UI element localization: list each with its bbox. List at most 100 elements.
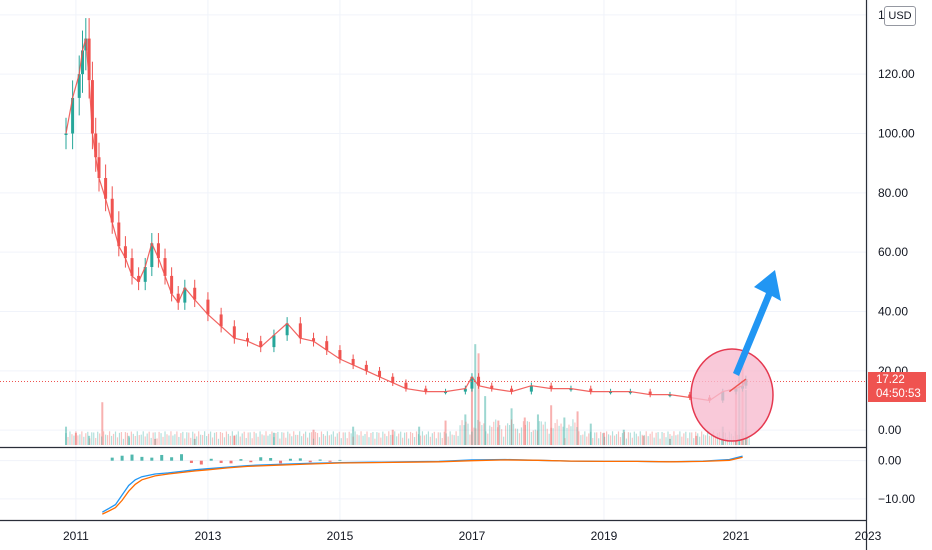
volume-bar (180, 433, 182, 445)
volume-bar (193, 438, 196, 445)
volume-bar (67, 437, 69, 445)
price-candle (183, 287, 187, 303)
volume-bar (306, 437, 309, 445)
volume-bar (291, 436, 293, 445)
price-candle (312, 338, 316, 342)
volume-bar (127, 435, 130, 445)
volume-bar (390, 434, 392, 445)
volume-bar (392, 434, 394, 445)
volume-bar (693, 438, 695, 445)
volume-bar (295, 434, 297, 445)
volume-bar (516, 428, 519, 445)
volume-bar (474, 344, 477, 445)
time-axis-label: 2013 (195, 529, 222, 543)
volume-bar (132, 433, 134, 445)
volume-bar (289, 433, 291, 445)
volume-bar (364, 434, 366, 445)
volume-bar (404, 432, 406, 445)
volume-bar (136, 431, 138, 445)
volume-bar (233, 435, 235, 445)
volume-bar (259, 431, 261, 445)
volume-bar (701, 431, 703, 445)
volume-bar (418, 426, 421, 445)
price-candle (338, 350, 342, 359)
price-candle (90, 80, 94, 134)
volume-bar (484, 396, 487, 445)
price-candle (163, 258, 167, 276)
volume-bar (65, 433, 67, 445)
volume-bar (705, 435, 707, 445)
volume-bar (641, 434, 643, 445)
volume-bar (352, 436, 354, 445)
volume-bar (398, 433, 400, 445)
volume-bar (609, 435, 612, 445)
price-candle (404, 382, 408, 389)
price-candle (510, 388, 514, 392)
volume-bar (590, 431, 592, 445)
volume-bar (326, 431, 328, 445)
volume-bar (99, 433, 101, 445)
macd-histogram-bar (140, 456, 144, 461)
volume-bar (563, 417, 566, 445)
volume-bar (293, 431, 295, 445)
volume-bar (673, 431, 675, 445)
volume-bar (245, 438, 247, 445)
volume-bar (586, 436, 588, 445)
volume-bar (241, 433, 243, 445)
volume-bar (334, 436, 336, 445)
volume-bar (643, 434, 645, 445)
volume-bar (328, 435, 330, 445)
volume-bar (89, 438, 91, 445)
volume-bar (154, 438, 157, 445)
volume-bar (312, 438, 315, 445)
last-price-tag: 17.22 04:50:53 (868, 372, 926, 402)
price-candle (246, 338, 250, 342)
volume-bar (106, 435, 109, 445)
volume-bar (160, 433, 162, 445)
volume-bar (444, 420, 447, 445)
volume-bar (538, 421, 540, 445)
volume-bar (176, 431, 178, 445)
volume-bar (126, 432, 128, 445)
volume-bar (140, 434, 142, 445)
volume-bar (544, 421, 546, 445)
volume-bar (223, 437, 226, 445)
volume-bar (124, 432, 127, 445)
volume-bar (204, 431, 206, 445)
volume-bar (611, 431, 614, 445)
volume-bar (421, 431, 424, 445)
volume-bar (316, 432, 319, 445)
price-candle (150, 243, 154, 267)
price-candle (463, 388, 467, 392)
volume-bar (657, 432, 659, 445)
volume-bar (607, 434, 610, 445)
price-candle (648, 391, 652, 395)
volume-bar (536, 430, 538, 445)
volume-bar (451, 434, 453, 445)
volume-bar (101, 402, 104, 445)
macd-histogram-bar (298, 458, 302, 461)
volume-bar (655, 432, 657, 445)
price-axis-label: 40.00 (878, 305, 908, 319)
volume-bar (87, 431, 89, 445)
price-candle (143, 267, 147, 282)
volume-bar (637, 436, 639, 445)
volume-bar (691, 432, 693, 445)
volume-bar (158, 431, 160, 445)
price-candle (259, 341, 263, 348)
volume-bar (464, 414, 467, 445)
volume-bar (235, 434, 237, 445)
volume-bar (560, 423, 562, 445)
volume-bar (524, 424, 527, 445)
price-candle (219, 314, 223, 327)
price-candle (81, 50, 85, 75)
volume-bar (534, 429, 536, 445)
volume-bar (301, 436, 303, 445)
volume-bar (471, 431, 473, 445)
time-axis-label: 2023 (855, 529, 882, 543)
volume-bar (528, 421, 530, 445)
currency-button[interactable]: USD (884, 6, 916, 26)
volume-bar (374, 438, 376, 445)
